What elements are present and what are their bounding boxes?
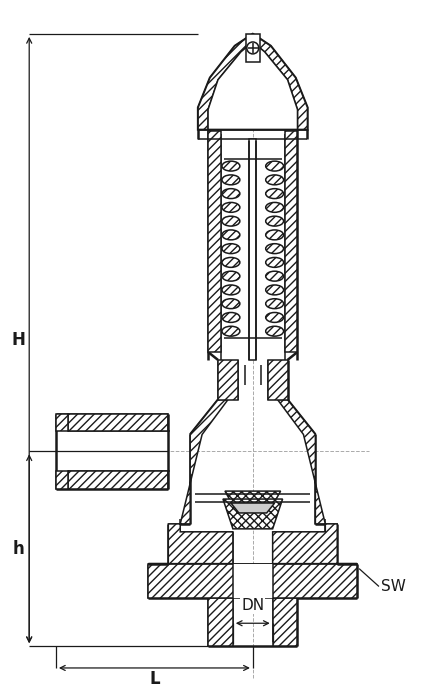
Ellipse shape <box>222 285 240 295</box>
Ellipse shape <box>222 326 240 336</box>
Bar <box>233 564 272 598</box>
Bar <box>68 414 168 431</box>
Polygon shape <box>225 491 281 509</box>
Ellipse shape <box>222 299 240 309</box>
Ellipse shape <box>266 299 283 309</box>
Ellipse shape <box>222 202 240 212</box>
Ellipse shape <box>266 230 283 240</box>
Ellipse shape <box>222 244 240 253</box>
Ellipse shape <box>266 258 283 267</box>
Bar <box>68 471 168 489</box>
Bar <box>208 598 233 646</box>
Bar <box>249 139 256 360</box>
Polygon shape <box>223 499 283 529</box>
Ellipse shape <box>266 326 283 336</box>
Ellipse shape <box>222 271 240 281</box>
Polygon shape <box>198 34 307 130</box>
Ellipse shape <box>222 216 240 226</box>
Bar <box>56 414 68 431</box>
Text: H: H <box>11 331 25 349</box>
Text: SW: SW <box>381 579 406 594</box>
Ellipse shape <box>222 258 240 267</box>
Ellipse shape <box>266 202 283 212</box>
Bar <box>285 132 297 352</box>
Ellipse shape <box>222 161 240 171</box>
Bar <box>148 564 357 598</box>
Bar <box>246 34 260 62</box>
Ellipse shape <box>266 285 283 295</box>
Bar <box>56 471 68 489</box>
Polygon shape <box>198 34 307 130</box>
Ellipse shape <box>266 189 283 199</box>
Text: h: h <box>12 540 24 558</box>
Ellipse shape <box>266 216 283 226</box>
Bar <box>208 132 221 352</box>
Bar <box>268 360 288 400</box>
Ellipse shape <box>222 312 240 323</box>
Ellipse shape <box>266 175 283 185</box>
Ellipse shape <box>266 271 283 281</box>
Ellipse shape <box>222 189 240 199</box>
Bar <box>218 360 238 400</box>
Ellipse shape <box>266 244 283 253</box>
Bar <box>272 598 297 646</box>
Polygon shape <box>208 42 297 130</box>
Ellipse shape <box>222 230 240 240</box>
Ellipse shape <box>266 312 283 323</box>
Polygon shape <box>148 400 233 564</box>
Text: L: L <box>149 670 160 688</box>
Polygon shape <box>231 503 275 513</box>
Ellipse shape <box>266 161 283 171</box>
Polygon shape <box>272 400 357 564</box>
Text: DN: DN <box>241 598 264 613</box>
Ellipse shape <box>222 175 240 185</box>
